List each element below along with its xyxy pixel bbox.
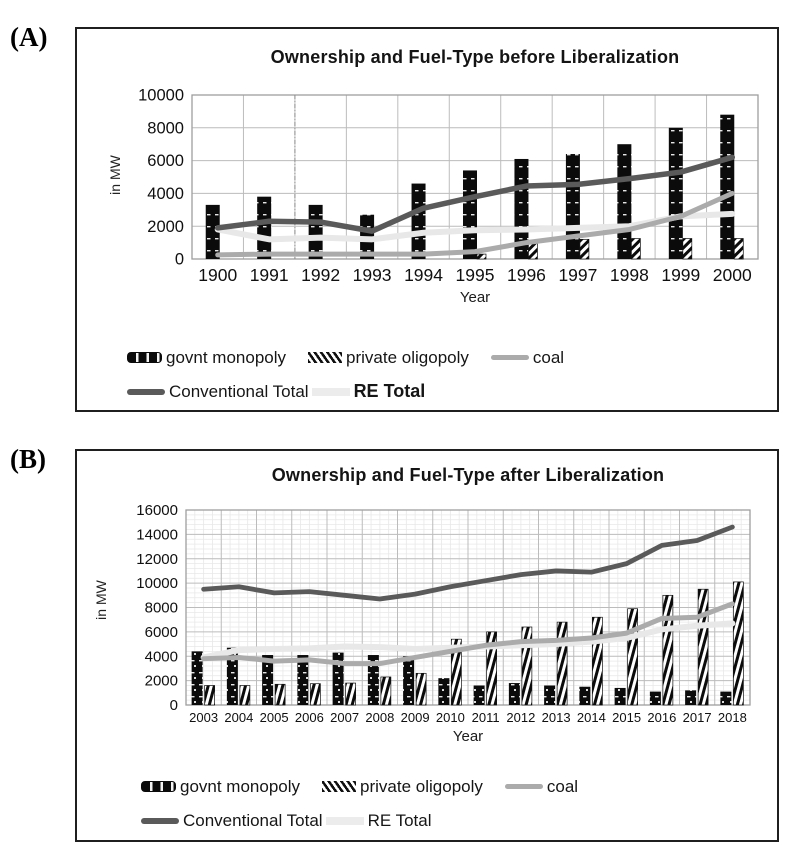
svg-text:2000: 2000 (713, 265, 752, 285)
line-coal-swatch-icon (490, 355, 529, 360)
chart-b-legend-label-private-oligopoly: private oligopoly (360, 776, 483, 796)
svg-text:2005: 2005 (260, 710, 289, 725)
svg-text:2009: 2009 (401, 710, 430, 725)
svg-text:1993: 1993 (353, 265, 392, 285)
svg-text:2000: 2000 (147, 218, 184, 236)
svg-text:2000: 2000 (145, 673, 178, 690)
svg-text:2011: 2011 (472, 710, 500, 725)
chart-b-legend-item-coal: coal (504, 776, 579, 797)
chart-a-legend-label-re-total: RE Total (353, 381, 426, 401)
chart-a-legend-item-coal: coal (490, 347, 565, 368)
svg-text:12000: 12000 (136, 551, 178, 568)
chart-b-legend-row-2: Conventional Total RE Total (141, 810, 578, 831)
chart-b-legend: govnt monopoly private oligopoly coal Conve… (141, 776, 578, 831)
svg-text:2015: 2015 (612, 710, 641, 725)
bar-black-swatch-icon (141, 781, 176, 792)
svg-text:2008: 2008 (365, 710, 394, 725)
svg-text:1995: 1995 (456, 265, 495, 285)
chart-b-legend-item-conventional-total: Conventional Total (141, 811, 323, 831)
panel-b: Ownership and Fuel-Type after Liberaliza… (75, 449, 779, 842)
svg-text:2013: 2013 (542, 710, 571, 725)
line-re-swatch-icon (311, 387, 350, 396)
bar-hatch-swatch-icon (322, 781, 357, 792)
bar-black-swatch-icon (127, 352, 162, 363)
chart-a-legend-label-conventional-total: Conventional Total (169, 381, 309, 401)
svg-text:1900: 1900 (198, 265, 237, 285)
svg-text:8000: 8000 (147, 119, 184, 137)
panel-a: Ownership and Fuel-Type before Liberaliz… (75, 27, 779, 412)
chart-b-legend-item-private-oligopoly: private oligopoly (322, 777, 483, 797)
svg-text:8000: 8000 (145, 600, 178, 617)
chart-a-plot-area: 0 2000 4000 6000 8000 10000 1900 1991 1992 1993 19… (138, 87, 759, 285)
svg-text:1997: 1997 (558, 265, 597, 285)
chart-b-legend-item-govnt-monopoly: govnt monopoly (141, 777, 300, 797)
svg-text:0: 0 (175, 251, 184, 269)
svg-text:2003: 2003 (189, 710, 218, 725)
chart-a-legend-item-conventional-total: Conventional Total (127, 382, 309, 402)
line-coal-swatch-icon (504, 784, 543, 789)
svg-text:1994: 1994 (404, 265, 443, 285)
chart-b-legend-label-conventional-total: Conventional Total (183, 810, 323, 830)
svg-text:2017: 2017 (683, 710, 712, 725)
chart-a-legend-label-coal: coal (532, 347, 565, 367)
line-conventional-swatch-icon (127, 388, 165, 395)
svg-text:6000: 6000 (145, 624, 178, 641)
chart-b-title: Ownership and Fuel-Type after Liberaliza… (271, 465, 665, 485)
svg-text:2006: 2006 (295, 710, 324, 725)
svg-text:2012: 2012 (506, 710, 535, 725)
chart-a-legend-row-1: govnt monopoly private oligopoly coal (127, 347, 564, 368)
chart-a-legend-item-re-total: RE Total (311, 381, 426, 402)
svg-text:2007: 2007 (330, 710, 359, 725)
svg-text:1999: 1999 (661, 265, 700, 285)
chart-a-legend-row-2: Conventional Total RE Total (127, 381, 564, 402)
svg-text:16000: 16000 (136, 502, 178, 519)
svg-text:6000: 6000 (147, 152, 184, 170)
chart-b-legend-label-coal: coal (546, 776, 579, 796)
chart-b-plot-area: 0 2000 4000 6000 8000 10000 12000 14000 16000 200… (136, 502, 751, 725)
svg-text:2018: 2018 (718, 710, 747, 725)
line-re-swatch-icon (325, 816, 364, 825)
chart-a-legend-label-private-oligopoly: private oligopoly (346, 347, 469, 367)
chart-a-legend-item-govnt-monopoly: govnt monopoly (127, 348, 286, 368)
svg-text:1991: 1991 (250, 265, 289, 285)
svg-text:2014: 2014 (577, 710, 606, 725)
chart-a-legend: govnt monopoly private oligopoly coal Conve… (127, 347, 564, 402)
bar-hatch-swatch-icon (308, 352, 343, 363)
svg-text:1996: 1996 (507, 265, 546, 285)
svg-text:14000: 14000 (136, 526, 178, 543)
svg-text:0: 0 (170, 697, 178, 714)
svg-text:1992: 1992 (301, 265, 340, 285)
panel-a-label: (A) (10, 22, 48, 52)
panel-b-label: (B) (10, 444, 46, 474)
chart-a-title: Ownership and Fuel-Type before Liberaliz… (270, 47, 680, 67)
chart-a-legend-label-govnt-monopoly: govnt monopoly (166, 347, 287, 367)
svg-text:2004: 2004 (224, 710, 253, 725)
svg-text:2016: 2016 (647, 710, 676, 725)
svg-text:2010: 2010 (436, 710, 465, 725)
chart-b-legend-row-1: govnt monopoly private oligopoly coal (141, 776, 578, 797)
chart-a-legend-item-private-oligopoly: private oligopoly (308, 348, 469, 368)
chart-b-legend-item-re-total: RE Total (325, 810, 432, 831)
svg-text:10000: 10000 (136, 575, 178, 592)
chart-b-legend-label-re-total: RE Total (367, 810, 432, 830)
svg-text:4000: 4000 (145, 648, 178, 665)
chart-a-x-axis-label: Year (459, 289, 491, 306)
chart-b-legend-label-govnt-monopoly: govnt monopoly (180, 776, 301, 796)
svg-text:10000: 10000 (138, 87, 184, 105)
svg-text:1998: 1998 (610, 265, 649, 285)
svg-text:4000: 4000 (147, 185, 184, 203)
chart-b-x-axis-label: Year (452, 728, 484, 745)
line-conventional-swatch-icon (141, 817, 179, 824)
